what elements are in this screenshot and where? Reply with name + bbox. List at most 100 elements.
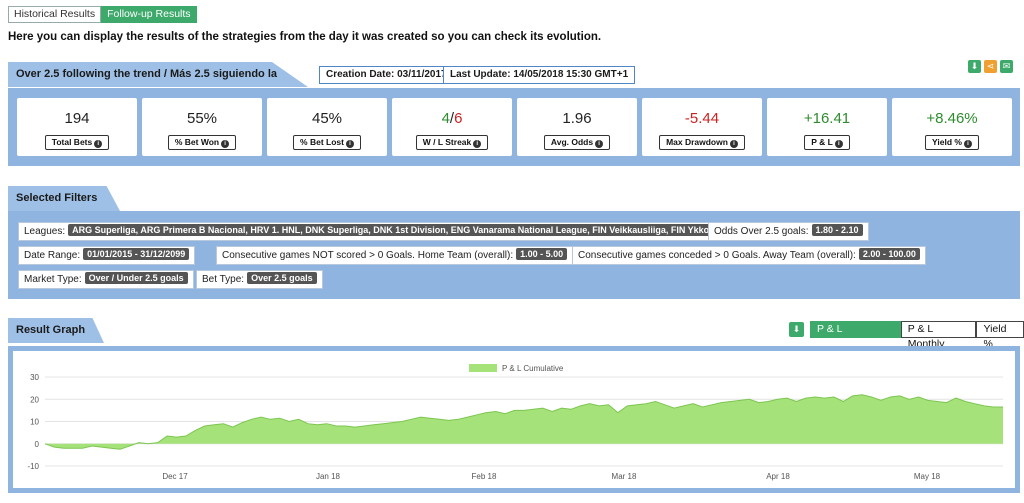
filter-date-label: Date Range: — [24, 250, 81, 261]
filter-leagues-value: ARG Superliga, ARG Primera B Nacional, H… — [68, 224, 740, 236]
stat-card-total-bets: 194 Total Bets i — [17, 98, 137, 156]
filter-away-label: Consecutive games conceded > 0 Goals. Aw… — [578, 250, 856, 261]
filter-market-value: Over / Under 2.5 goals — [84, 272, 188, 284]
email-icon[interactable]: ✉ — [1000, 60, 1013, 73]
stat-card-max-drawdown: -5.44 Max Drawdown i — [642, 98, 762, 156]
filter-market-label: Market Type: — [24, 274, 82, 285]
last-update: Last Update: 14/05/2018 15:30 GMT+1 — [443, 66, 636, 84]
y-tick-label: 20 — [30, 395, 39, 404]
filter-leagues-label: Leagues: — [24, 226, 66, 237]
filter-bet-value: Over 2.5 goals — [247, 272, 317, 284]
download-icon[interactable]: ⬇ — [968, 60, 981, 73]
filter-odds-value: 1.80 - 2.10 — [811, 224, 863, 236]
series-area-pl-cumulative — [45, 394, 1003, 450]
stat-card-w-l-streak: 4/6 W / L Streak i — [392, 98, 512, 156]
pl-cumulative-chart: -10 0 10 20 30 Dec 17 Jan 18 Feb 18 Mar 18 Apr 18… — [27, 364, 1003, 481]
stat-label: Avg. Odds i — [543, 135, 611, 150]
stat-label-text: W / L Streak — [422, 137, 472, 147]
stat-label-text: P & L — [811, 137, 833, 147]
strategy-title: Over 2.5 following the trend / Más 2.5 s… — [8, 62, 308, 87]
filter-market-type: Market Type: Over / Under 2.5 goals — [18, 270, 194, 289]
x-tick-label: Feb 18 — [472, 472, 497, 481]
filter-away-value: 2.00 - 100.00 — [858, 248, 920, 260]
info-icon[interactable]: i — [595, 140, 604, 148]
info-icon[interactable]: i — [473, 140, 482, 148]
legend-swatch — [469, 364, 497, 372]
filter-date-value: 01/01/2015 - 31/12/2099 — [83, 248, 190, 260]
graph-title: Result Graph — [8, 318, 104, 343]
pl-cumulative-button[interactable]: P & L Cumulative — [810, 321, 901, 350]
filter-away-team: Consecutive games conceded > 0 Goals. Aw… — [572, 246, 926, 265]
stat-label: Max Drawdown i — [659, 135, 745, 150]
x-tick-label: May 18 — [914, 472, 941, 481]
stat-card-yield: +8.46% Yield % i — [892, 98, 1012, 156]
graph-download-icon[interactable]: ⬇ — [789, 322, 804, 337]
filter-home-value: 1.00 - 5.00 — [516, 248, 568, 260]
stat-value: 194 — [64, 110, 90, 127]
legend-label[interactable]: P & L Cumulative — [502, 364, 564, 373]
stat-value: 45% — [311, 110, 343, 127]
y-tick-label: -10 — [27, 462, 39, 471]
stat-card-avg-odds: 1.96 Avg. Odds i — [517, 98, 637, 156]
stat-label-text: Max Drawdown — [666, 137, 728, 147]
stat-label-text: % Bet Lost — [300, 137, 344, 147]
chart-panel: -10 0 10 20 30 Dec 17 Jan 18 Feb 18 Mar 18 Apr 18… — [8, 346, 1020, 493]
streak-separator: / — [449, 110, 455, 127]
info-icon[interactable]: i — [834, 140, 843, 148]
chart-legend: P & L Cumulative — [469, 364, 564, 373]
x-tick-label: Apr 18 — [766, 472, 790, 481]
stat-label-text: Total Bets — [51, 137, 93, 147]
pl-monthly-button[interactable]: P & L Monthly — [900, 321, 977, 350]
filter-odds-label: Odds Over 2.5 goals: — [714, 226, 809, 237]
info-icon[interactable]: i — [729, 140, 738, 148]
result-tabs: Historical Results Follow-up Results — [8, 6, 197, 23]
filter-date-range: Date Range: 01/01/2015 - 31/12/2099 — [18, 246, 196, 265]
stat-label: % Bet Lost i — [293, 135, 361, 150]
filter-bet-label: Bet Type: — [202, 274, 245, 285]
filter-home-label: Consecutive games NOT scored > 0 Goals. … — [222, 250, 514, 261]
x-tick-label: Dec 17 — [162, 472, 188, 481]
x-tick-label: Mar 18 — [612, 472, 637, 481]
tab-follow-up-results[interactable]: Follow-up Results — [101, 6, 197, 23]
stat-label: Total Bets i — [44, 135, 110, 150]
stat-label: Yield % i — [925, 135, 979, 150]
filter-leagues: Leagues: ARG Superliga, ARG Primera B Nac… — [18, 222, 746, 241]
stat-label: W / L Streak i — [415, 135, 489, 150]
stat-label-text: % Bet Won — [174, 137, 220, 147]
stat-value: 55% — [186, 110, 218, 127]
stat-value: 4/6 — [392, 110, 512, 127]
intro-text: Here you can display the results of the … — [8, 31, 602, 43]
info-icon[interactable]: i — [221, 140, 230, 148]
x-tick-label: Jan 18 — [316, 472, 341, 481]
y-tick-label: 30 — [30, 373, 39, 382]
series-line-pl-cumulative — [44, 394, 1003, 450]
filter-odds: Odds Over 2.5 goals: 1.80 - 2.10 — [708, 222, 869, 241]
stat-label-text: Avg. Odds — [550, 137, 594, 147]
streak-won: 4 — [441, 110, 450, 127]
stat-label: % Bet Won i — [167, 135, 237, 150]
filter-bet-type: Bet Type: Over 2.5 goals — [196, 270, 323, 289]
stat-card-bet-won: 55% % Bet Won i — [142, 98, 262, 156]
yield-button[interactable]: Yield % — [976, 321, 1024, 350]
streak-lost: 6 — [454, 110, 463, 127]
share-icon[interactable]: ⋖ — [984, 60, 997, 73]
creation-date: Creation Date: 03/11/2017 — [319, 66, 454, 84]
y-tick-label: 10 — [30, 418, 39, 427]
info-icon[interactable]: i — [345, 140, 354, 148]
stat-card-bet-lost: 45% % Bet Lost i — [267, 98, 387, 156]
graph-toggle-group: P & L Cumulative P & L Monthly Yield % — [810, 321, 1024, 350]
filters-title: Selected Filters — [8, 186, 120, 211]
stat-label-text: Yield % — [932, 137, 962, 147]
y-tick-label: 0 — [35, 440, 40, 449]
tab-historical-results[interactable]: Historical Results — [8, 6, 102, 23]
chart-canvas: -10 0 10 20 30 Dec 17 Jan 18 Feb 18 Mar 18 Apr 18… — [13, 351, 1015, 488]
stat-value: -5.44 — [684, 110, 720, 127]
info-icon[interactable]: i — [963, 140, 972, 148]
info-icon[interactable]: i — [94, 140, 103, 148]
filter-home-team: Consecutive games NOT scored > 0 Goals. … — [216, 246, 574, 265]
stat-value: +16.41 — [803, 110, 851, 127]
stat-value: +8.46% — [926, 110, 978, 127]
stat-value: 1.96 — [562, 110, 592, 127]
